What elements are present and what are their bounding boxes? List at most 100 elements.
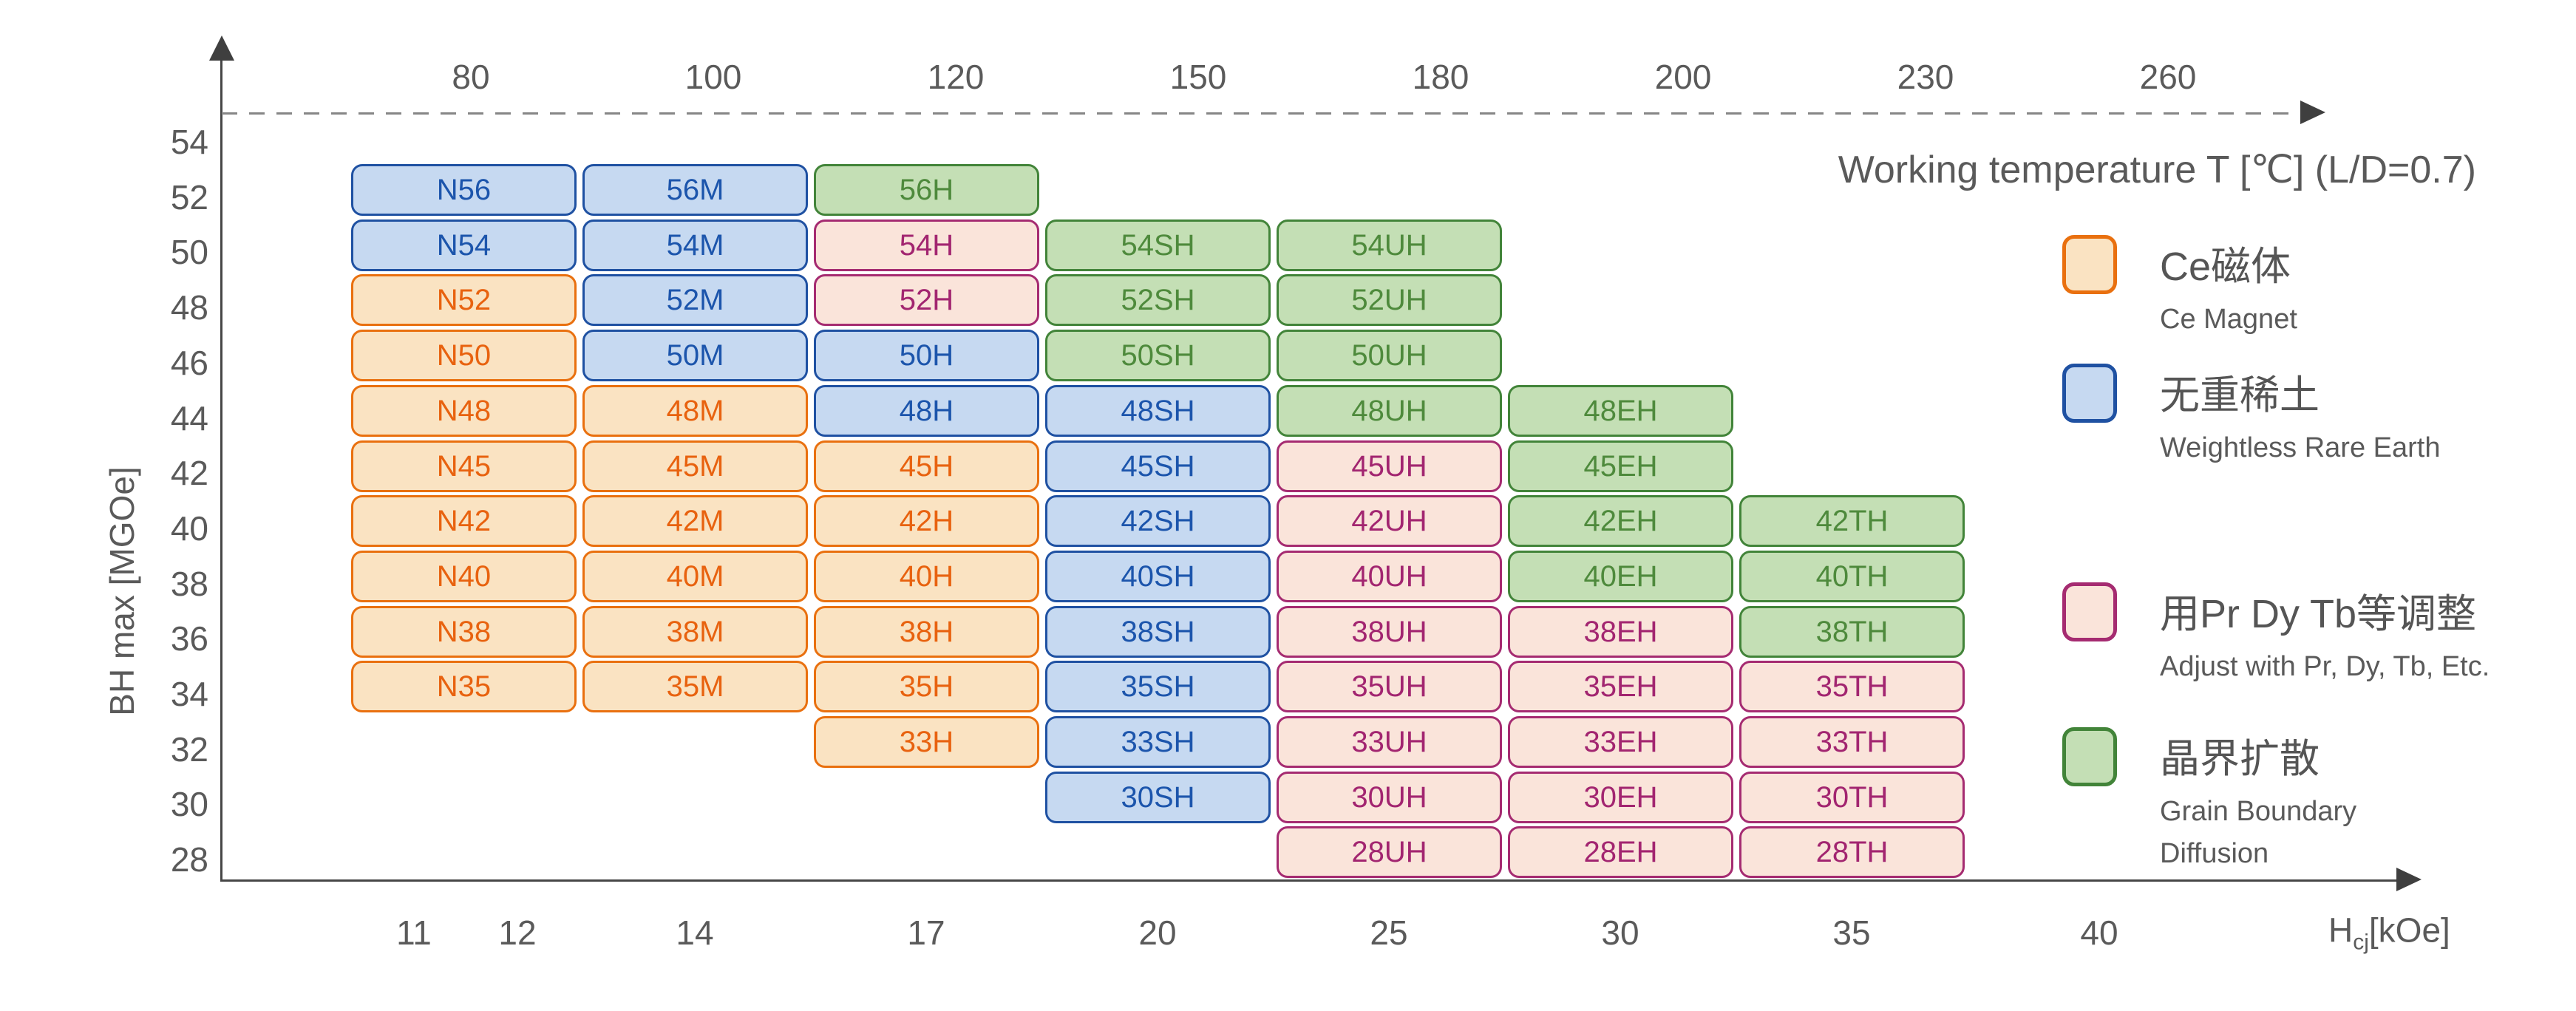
grade-cell-48H: 48H [814, 384, 1039, 437]
grade-cell-30SH: 30SH [1045, 771, 1271, 823]
grade-cell-50H: 50H [814, 330, 1039, 382]
x-axis-line [220, 879, 2396, 882]
x-axis-tick-25: 25 [1370, 913, 1408, 952]
y-axis-tick-32: 32 [170, 729, 208, 769]
grade-cell-38M: 38M [582, 605, 808, 658]
grade-cell-35UH: 35UH [1277, 661, 1502, 713]
legend-swatch-adj-icon [2062, 582, 2117, 641]
grade-cell-40M: 40M [582, 550, 808, 602]
grade-cell-45SH: 45SH [1045, 440, 1271, 492]
grade-cell-N45: N45 [351, 440, 577, 492]
grade-cell-35TH: 35TH [1739, 661, 1965, 713]
y-axis-arrow-icon [209, 35, 234, 61]
legend-swatch-wre-icon [2062, 364, 2117, 423]
grade-cell-52SH: 52SH [1045, 274, 1271, 327]
legend-label-zh-wre: 无重稀土 [2160, 373, 2320, 418]
grade-cell-42M: 42M [582, 495, 808, 548]
grade-cell-N48: N48 [351, 384, 577, 437]
grade-cell-38TH: 38TH [1739, 605, 1965, 658]
grade-cell-54UH: 54UH [1277, 219, 1502, 271]
grade-cell-38UH: 38UH [1277, 605, 1502, 658]
grade-cell-54H: 54H [814, 219, 1039, 271]
grade-cell-33H: 33H [814, 716, 1039, 768]
y-axis-tick-44: 44 [170, 398, 208, 438]
grade-cell-28TH: 28TH [1739, 826, 1965, 879]
legend-swatch-gbd-icon [2062, 727, 2117, 786]
y-axis-tick-30: 30 [170, 785, 208, 824]
x-axis-tick-12: 12 [498, 913, 537, 952]
grade-cell-35SH: 35SH [1045, 661, 1271, 713]
grade-cell-38EH: 38EH [1508, 605, 1733, 658]
legend-label-en-adj: Adjust with Pr, Dy, Tb, Etc. [2160, 651, 2490, 682]
top-axis-tick-200: 200 [1654, 58, 1712, 96]
grade-cell-56M: 56M [582, 164, 808, 216]
x-axis-title-unit: [kOe] [2368, 910, 2450, 950]
y-axis-tick-50: 50 [170, 233, 208, 272]
grade-cell-45H: 45H [814, 440, 1039, 492]
grade-cell-33SH: 33SH [1045, 716, 1271, 768]
x-axis-title-symbol: H [2328, 910, 2354, 950]
x-axis-tick-20: 20 [1138, 913, 1177, 952]
grade-cell-45EH: 45EH [1508, 440, 1733, 492]
legend-label-zh-gbd: 晶界扩散 [2160, 737, 2320, 781]
legend-label-zh-adj: 用Pr Dy Tb等调整 [2160, 592, 2477, 636]
top-axis-tick-80: 80 [452, 58, 490, 96]
grade-cell-33TH: 33TH [1739, 716, 1965, 768]
grade-cell-40EH: 40EH [1508, 550, 1733, 602]
grade-cell-N38: N38 [351, 605, 577, 658]
y-axis-tick-38: 38 [170, 564, 208, 603]
grade-cell-54M: 54M [582, 219, 808, 271]
grade-cell-45UH: 45UH [1277, 440, 1502, 492]
grade-cell-50M: 50M [582, 330, 808, 382]
x-axis-tick-40: 40 [2080, 913, 2118, 952]
y-axis-tick-42: 42 [170, 454, 208, 493]
grade-cell-52M: 52M [582, 274, 808, 327]
grade-cell-30TH: 30TH [1739, 771, 1965, 823]
grade-cell-N54: N54 [351, 219, 577, 271]
grade-cell-35H: 35H [814, 661, 1039, 713]
top-axis-tick-150: 150 [1169, 58, 1227, 96]
grade-cell-54SH: 54SH [1045, 219, 1271, 271]
top-axis-tick-180: 180 [1412, 58, 1469, 96]
legend-label-zh-ce: Ce磁体 [2160, 245, 2291, 289]
top-axis-arrow-icon [2300, 101, 2325, 124]
grade-cell-42SH: 42SH [1045, 495, 1271, 548]
top-axis-dashed-line [222, 112, 2299, 115]
x-axis-tick-17: 17 [907, 913, 945, 952]
grade-cell-40UH: 40UH [1277, 550, 1502, 602]
y-axis-tick-34: 34 [170, 675, 208, 713]
top-axis-title: Working temperature T [℃] (L/D=0.7) [1838, 149, 2476, 191]
grade-cell-48SH: 48SH [1045, 384, 1271, 437]
grade-cell-38H: 38H [814, 605, 1039, 658]
grade-cell-40TH: 40TH [1739, 550, 1965, 602]
grade-cell-48M: 48M [582, 384, 808, 437]
grade-cell-42EH: 42EH [1508, 495, 1733, 548]
x-axis-tick-30: 30 [1601, 913, 1639, 952]
grade-cell-40H: 40H [814, 550, 1039, 602]
x-axis-tick-11: 11 [396, 913, 432, 952]
grade-cell-N35: N35 [351, 661, 577, 713]
legend-label-en-gbd: Grain Boundary Diffusion [2160, 796, 2357, 869]
grade-cell-35M: 35M [582, 661, 808, 713]
y-axis-tick-52: 52 [170, 177, 208, 217]
grade-cell-42TH: 42TH [1739, 495, 1965, 548]
y-axis-tick-28: 28 [170, 840, 208, 879]
x-axis-tick-14: 14 [676, 913, 714, 952]
grade-cell-42UH: 42UH [1277, 495, 1502, 548]
grade-cell-50UH: 50UH [1277, 330, 1502, 382]
top-axis-tick-260: 260 [2139, 58, 2197, 96]
y-axis-tick-40: 40 [170, 508, 208, 548]
grade-cell-40SH: 40SH [1045, 550, 1271, 602]
legend-label-en-ce: Ce Magnet [2160, 304, 2297, 335]
grade-cell-42H: 42H [814, 495, 1039, 548]
top-axis-tick-230: 230 [1897, 58, 1954, 96]
grade-cell-28EH: 28EH [1508, 826, 1733, 879]
y-axis-tick-36: 36 [170, 619, 208, 658]
grade-cell-N52: N52 [351, 274, 577, 327]
legend-swatch-ce-icon [2062, 235, 2117, 294]
grade-cell-45M: 45M [582, 440, 808, 492]
grade-cell-N42: N42 [351, 495, 577, 548]
grade-cell-52H: 52H [814, 274, 1039, 327]
grade-cell-N40: N40 [351, 550, 577, 602]
